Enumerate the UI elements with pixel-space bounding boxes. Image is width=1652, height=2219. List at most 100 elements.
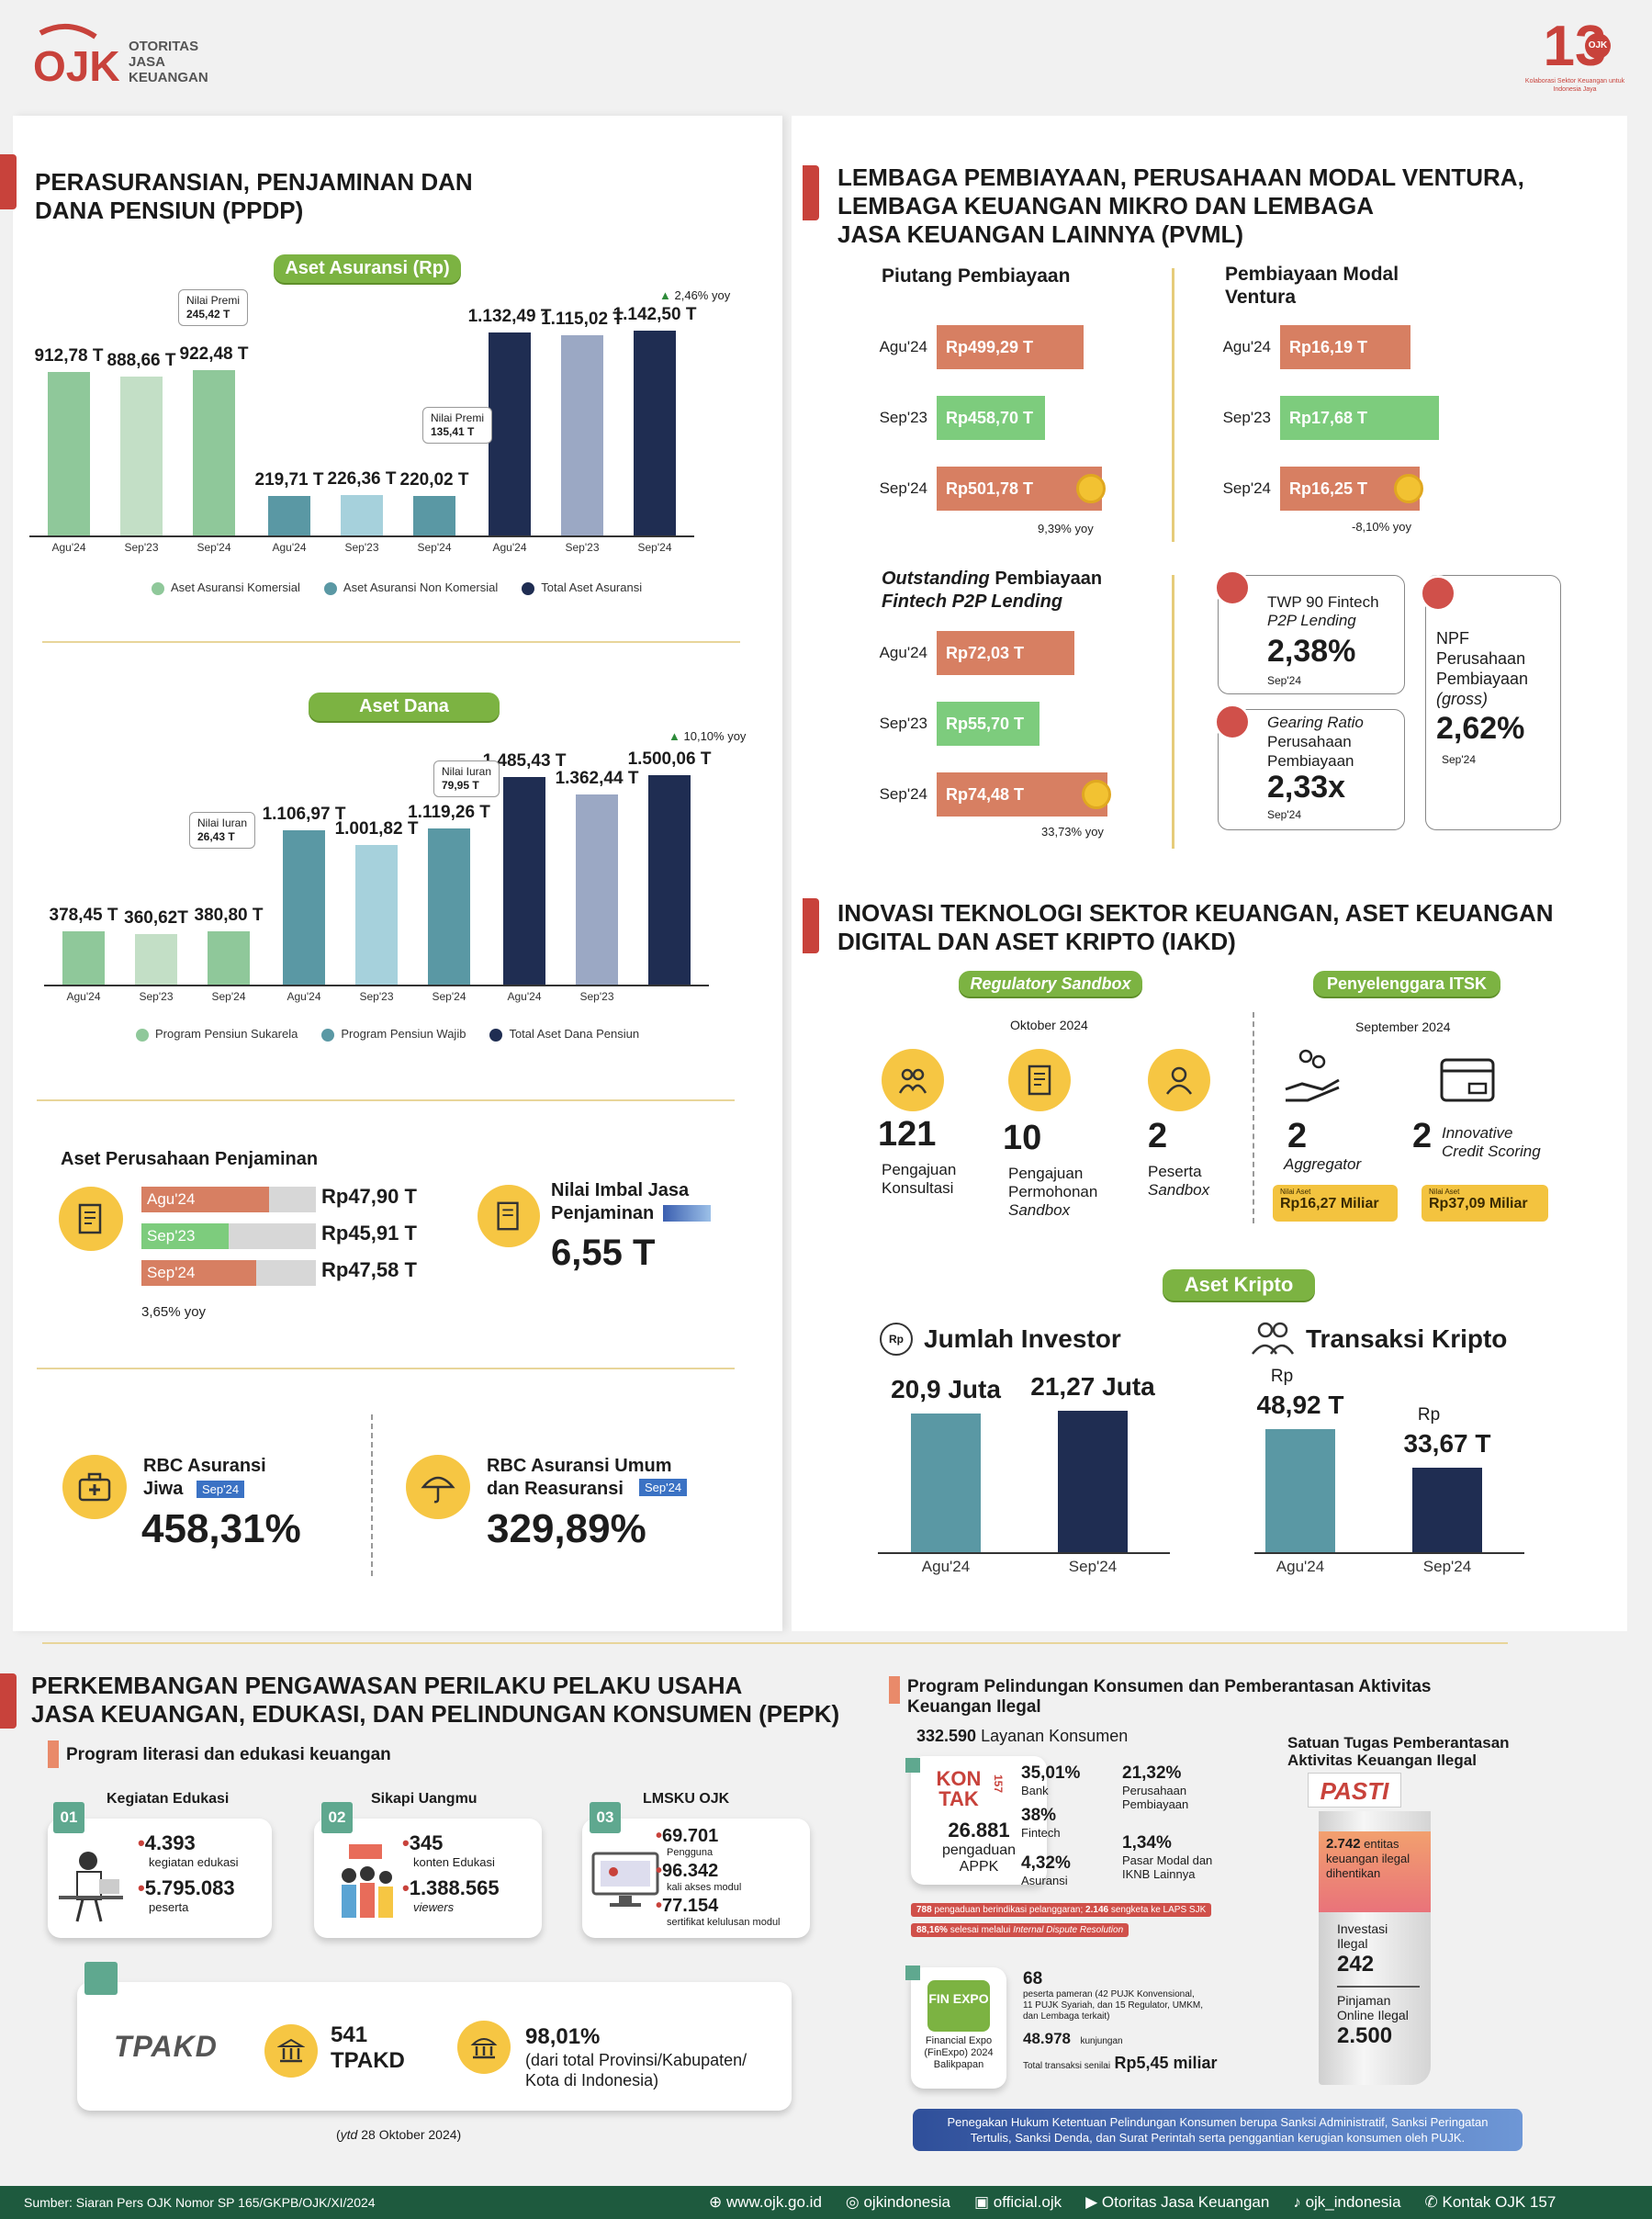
finexpo-logo: FIN EXPO (927, 1980, 990, 2032)
divider (37, 1099, 735, 1101)
ytd-note: (ytd 28 Oktober 2024) (336, 2127, 462, 2142)
chart-bar (283, 829, 325, 985)
legend-item: Total Aset Dana Pensiun (489, 1027, 639, 1042)
bar-value-label: 226,36 T (327, 468, 397, 489)
asuransi-yoy: ▲ 2,46% yoy (659, 288, 731, 302)
ventura-yoy: -8,10% yoy (1352, 520, 1412, 534)
svg-text:OJK: OJK (33, 42, 120, 88)
bar-value-label: 1.119,26 T (408, 802, 490, 822)
hand-coins-icon (1282, 1047, 1346, 1108)
bar-value-label: 33,67 T (1403, 1428, 1491, 1458)
medical-bag-icon (62, 1455, 127, 1519)
transaksi-chart: Rp 48,92 T Agu'24 Rp 33,67 T Sep'24 (1249, 1359, 1524, 1580)
website-link[interactable]: ⊕ www.ojk.go.id (709, 2193, 822, 2211)
card-number: 03 (590, 1802, 621, 1833)
bar-value-label: 1.485,43 T (482, 751, 567, 772)
dapen-pill: Aset Dana Pensiun(Rp) (309, 693, 500, 744)
vertical-divider (1172, 268, 1174, 542)
social-link-tiktok[interactable]: ♪ ojk_indonesia (1293, 2193, 1401, 2211)
horizontal-bar: Rp458,70 T (937, 396, 1045, 440)
people-icon (1249, 1319, 1297, 1356)
bar-value-label: 1.500,06 T (627, 749, 712, 769)
rbc-umum-value: 329,89% (487, 1506, 646, 1551)
axis-tick-label: Sep'23 (359, 990, 394, 1003)
imbal-jasa-title: Nilai Imbal Jasa Penjaminan (551, 1180, 690, 1223)
tpakd-card (77, 1982, 792, 2111)
horizontal-bar: Rp499,29 T (937, 325, 1084, 369)
chart-bar (648, 775, 691, 985)
chart-bar (355, 844, 398, 985)
itsk-date: September 2024 (1355, 1019, 1451, 1034)
sector-fintech: 38% Fintech (1021, 1806, 1061, 1840)
org-line: OTORITAS (129, 39, 199, 54)
section-marker (803, 898, 819, 953)
premi-callout: Nilai Premi 245,42 T (177, 289, 249, 326)
rupiah-coin-icon: Rp (880, 1323, 913, 1356)
anniversary-tagline: Kolaborasi Sektor Keuangan untuk Indones… (1524, 78, 1625, 93)
chart-bar (561, 335, 603, 535)
red-tag-laps: 788 pengaduan berindikasi pelanggaran; 2… (911, 1903, 1212, 1917)
progress-fill: Sep'23 (141, 1223, 229, 1249)
lmsku-title: LMSKU OJK (643, 1791, 730, 1807)
axis-tick-label: Sep'23 (124, 541, 159, 554)
row-label: Sep'23 (879, 715, 927, 732)
chart-axis-line (878, 1552, 1170, 1554)
bar-value-label: 1.132,49 T (467, 306, 552, 326)
chart-bar (268, 496, 310, 535)
social-link-youtube[interactable]: ▶ Otoritas Jasa Keuangan (1085, 2193, 1270, 2211)
contact-link[interactable]: ✆ Kontak OJK 157 (1424, 2193, 1556, 2211)
person-desk-illustration (55, 1842, 129, 1925)
credit-scoring-label: Innovative Credit Scoring (1442, 1124, 1541, 1160)
progress-fill: Agu'24 (141, 1187, 269, 1212)
social-link-x[interactable]: ◎ ojkindonesia (845, 2193, 950, 2211)
tpakd-count: 541 TPAKD (331, 2022, 405, 2073)
rbc-umum-tag: Sep'24 (639, 1479, 688, 1496)
social-link-facebook[interactable]: ▣ official.ojk (973, 2193, 1062, 2211)
row-label: Sep'23 (1222, 409, 1271, 426)
bar-value-prefix: Rp (1270, 1367, 1294, 1386)
monitor-icon (590, 1850, 661, 1909)
row-label: Agu'24 (879, 338, 927, 355)
credit-scoring-value: 2 (1412, 1117, 1433, 1155)
kontak-logo: KON TAK (936, 1767, 982, 1810)
chart-bar (208, 931, 250, 985)
legend-item: Total Aset Asuransi (522, 580, 642, 595)
piutang-title: Piutang Pembiayaan (882, 265, 1071, 287)
gearing-value: 2,33x (1267, 770, 1346, 805)
axis-tick-label: Agu'24 (66, 990, 101, 1003)
satgas-title: Satuan Tugas Pemberantasan Aktivitas Keua… (1287, 1734, 1510, 1769)
bar-value-label: 1.142,50 T (612, 305, 697, 324)
chart-bar (911, 1413, 981, 1552)
axis-tick-label: Sep'23 (139, 990, 174, 1003)
penjaminan-yoy: 3,65% yoy (141, 1304, 207, 1320)
card-marker (905, 1966, 920, 1980)
twp90-value: 2,38% (1267, 634, 1356, 669)
p2p-title: Outstanding Pembiayaan Fintech P2P Lendi… (882, 569, 1103, 612)
government-building-icon (457, 2021, 511, 2074)
consultation-icon (882, 1049, 944, 1111)
chart-bar (1058, 1411, 1128, 1552)
tpakd-pct: 98,01% (dari total Provinsi/Kabupaten/ K… (525, 2024, 747, 2089)
penjaminan-value: Rp45,91 T (321, 1222, 417, 1245)
piutang-yoy: 9,39% yoy (1038, 522, 1094, 535)
penjaminan-title: Aset Perusahaan Penjaminan (61, 1149, 319, 1169)
twp90-label: TWP 90 Fintech P2P Lending (1267, 593, 1379, 629)
penegakan-banner: Penegakan Hukum Ketentuan Pelindungan Ko… (913, 2109, 1523, 2151)
bar-value-prefix: Rp (1417, 1404, 1441, 1425)
asuransi-pill: Aset Asuransi (Rp) (274, 254, 461, 283)
axis-tick-label: Agu'24 (507, 990, 542, 1003)
axis-tick-label: Sep'24 (197, 541, 231, 554)
bar-value-label: 912,78 T (34, 345, 104, 366)
row-label: Agu'24 (1222, 338, 1271, 355)
sector-bank: 35,01% Bank (1021, 1763, 1081, 1797)
vertical-divider (1172, 575, 1174, 849)
bar-value-label: 1.106,97 T (262, 804, 346, 824)
pelindungan-title: Program Pelindungan Konsumen dan Pembera… (907, 1677, 1432, 1717)
asuransi-chart: 912,78 T Agu'24 888,66 T Sep'23 922,48 T Sep'… (29, 285, 744, 554)
asuransi-legend: Aset Asuransi Komersial Aset Asuransi No… (152, 580, 642, 595)
org-line: JASA (129, 54, 166, 70)
pasti-logo: PASTI (1308, 1773, 1401, 1808)
divider (42, 1642, 1508, 1644)
sandbox-application-value: 10 (1003, 1119, 1042, 1157)
card-number: 02 (321, 1802, 353, 1833)
